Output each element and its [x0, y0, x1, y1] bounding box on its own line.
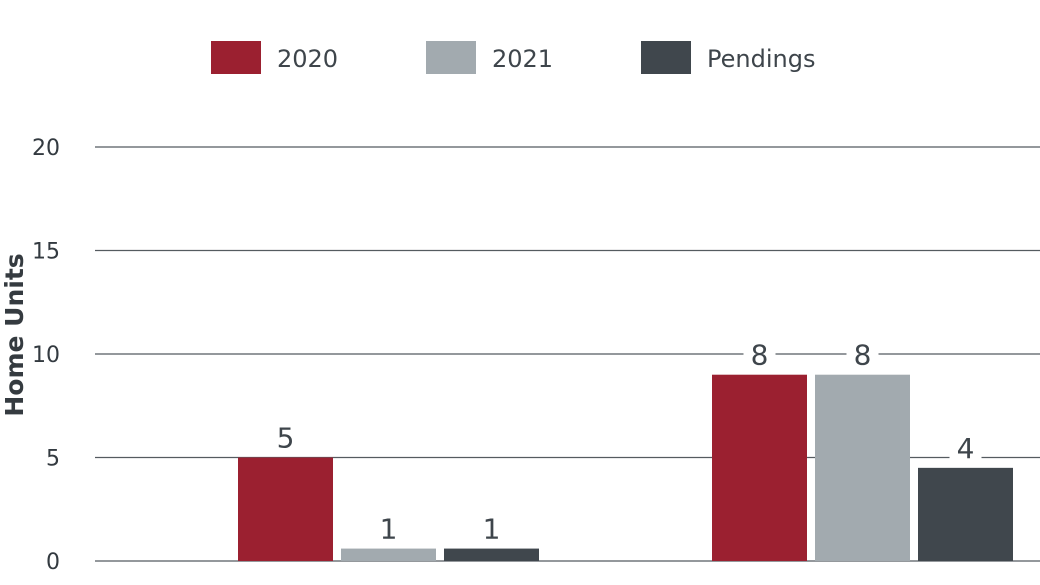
data-label: 8: [854, 339, 872, 372]
data-label: 8: [751, 339, 769, 372]
data-label-bg: [475, 512, 508, 545]
y-tick-label: 5: [46, 447, 60, 472]
y-axis-label: Home Units: [0, 253, 29, 416]
bar-2020-1: [238, 457, 333, 561]
bar-2020-2: [712, 374, 807, 561]
y-tick-label: 20: [32, 136, 60, 161]
data-labels: 5 8 1 8 1 4: [269, 338, 982, 546]
bar-2021-1: [341, 548, 436, 561]
legend-swatch-2021: [426, 41, 476, 74]
legend-swatch-pendings: [641, 41, 691, 74]
legend-label-2021: 2021: [492, 45, 553, 73]
data-label: 5: [277, 422, 295, 455]
y-tick-label: 0: [46, 550, 60, 575]
data-label: 1: [483, 513, 501, 546]
data-label-bg: [846, 338, 879, 371]
y-axis-ticks: 0 5 10 15 20: [32, 136, 60, 575]
legend: 2020 2021 Pendings: [211, 41, 815, 74]
data-label-bg: [269, 421, 302, 454]
legend-label-pendings: Pendings: [707, 45, 815, 73]
y-tick-label: 15: [32, 240, 60, 265]
data-label-bg: [743, 338, 776, 371]
bars: [238, 374, 1013, 561]
legend-label-2020: 2020: [277, 45, 338, 73]
y-tick-label: 10: [32, 343, 60, 368]
bar-pendings-1: [444, 548, 539, 561]
legend-swatch-2020: [211, 41, 261, 74]
bar-2021-2: [815, 374, 910, 561]
data-label-bg: [372, 512, 405, 545]
bar-pendings-2: [918, 467, 1013, 561]
data-label: 1: [380, 513, 398, 546]
data-label-bg: [949, 431, 982, 464]
data-label: 4: [957, 432, 975, 465]
